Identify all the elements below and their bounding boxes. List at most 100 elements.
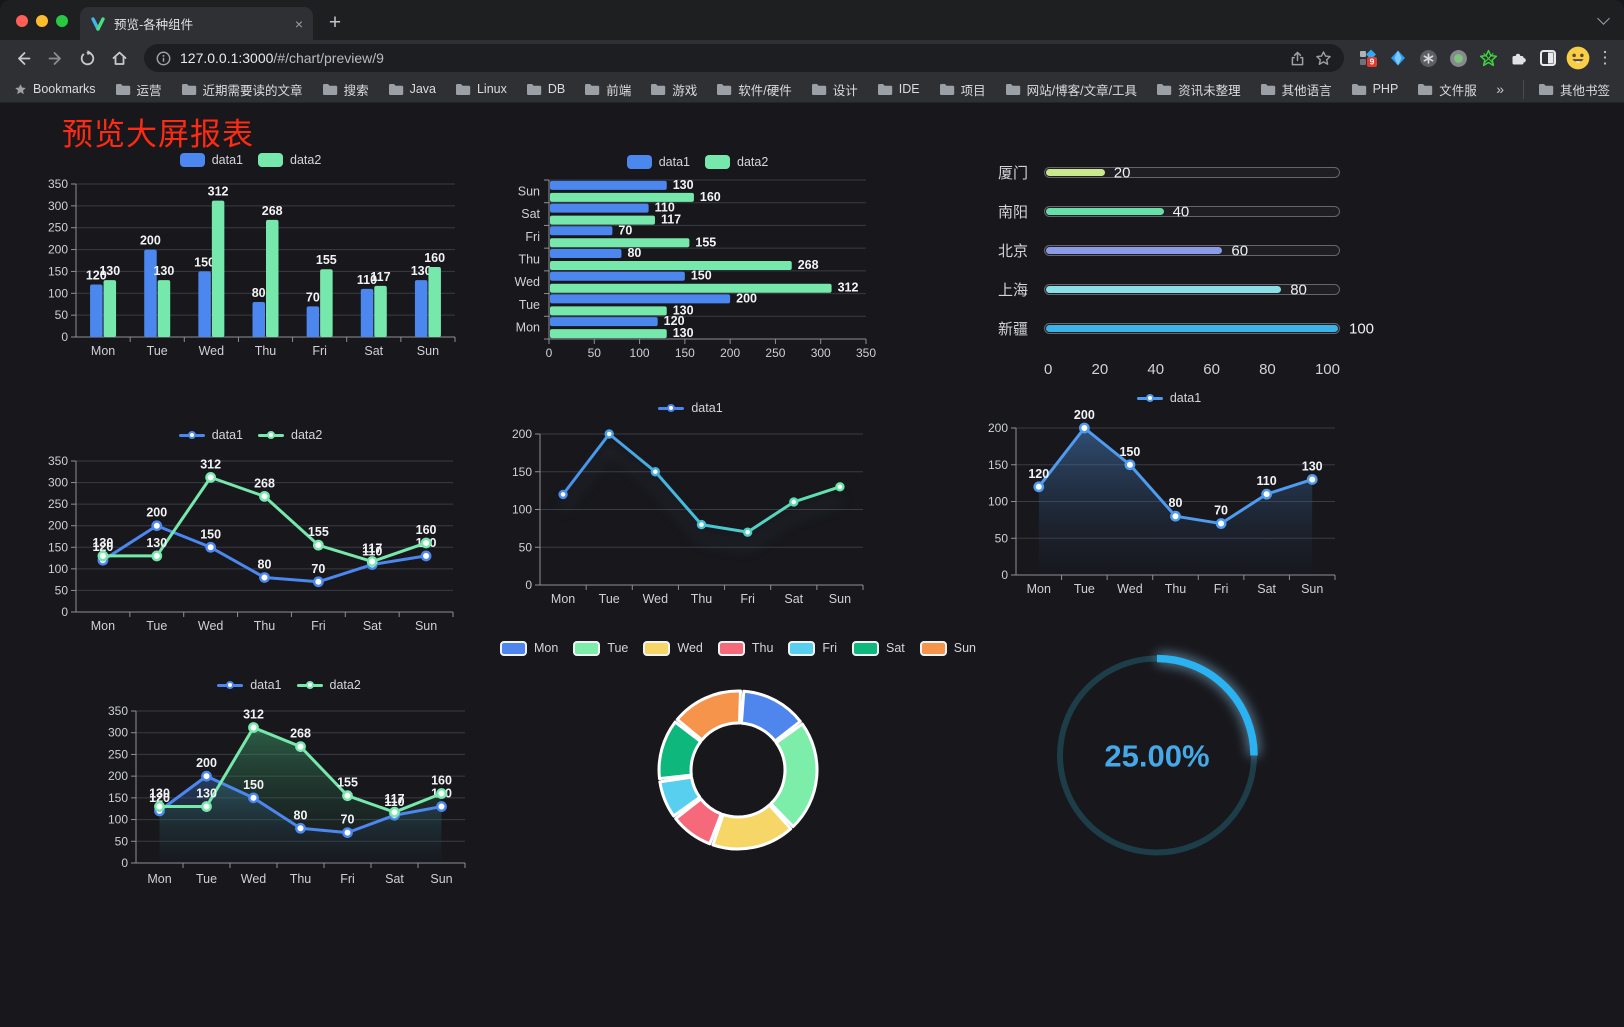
bookmarks-overflow-chevron[interactable]: » xyxy=(1496,81,1504,97)
extension-green-star-icon[interactable] xyxy=(1476,45,1500,71)
svg-text:0: 0 xyxy=(61,605,68,619)
page-title: 预览大屏报表 xyxy=(62,117,254,152)
bookmark-folder[interactable]: 软件/硬件 xyxy=(716,80,792,99)
legend-item[interactable]: data2 xyxy=(296,678,361,692)
bookmark-label: DB xyxy=(547,82,566,96)
dual-area-line-chart: data1 data2 0 50 100 150 200 250 300 350 Mon Tue Wed… xyxy=(95,673,483,891)
tab-search-chevron-icon[interactable] xyxy=(1597,12,1610,25)
bookmark-folder[interactable]: 近期需要读的文章 xyxy=(181,80,303,99)
extension-gem-icon[interactable] xyxy=(1386,45,1410,71)
bookmark-folder[interactable]: 设计 xyxy=(811,80,858,99)
folder-icon xyxy=(939,83,954,95)
svg-text:80: 80 xyxy=(294,808,308,822)
url-path: /#/chart/preview/9 xyxy=(273,50,384,66)
legend-item[interactable]: data2 xyxy=(258,153,321,167)
legend-item[interactable]: Mon xyxy=(499,640,558,656)
legend-item[interactable]: data1 xyxy=(658,401,723,415)
svg-text:200: 200 xyxy=(48,519,68,533)
forward-arrow-icon xyxy=(48,51,61,65)
bookmark-folder[interactable]: 其他语言 xyxy=(1260,80,1332,99)
legend-item[interactable]: data1 xyxy=(1136,391,1202,405)
reload-button[interactable] xyxy=(74,45,100,71)
legend-item[interactable]: data1 xyxy=(626,155,690,169)
extension-asterisk-icon[interactable] xyxy=(1416,45,1440,71)
bookmark-label: 其他语言 xyxy=(1281,83,1332,98)
window-zoom-button[interactable] xyxy=(56,15,68,27)
legend-item[interactable]: Thu xyxy=(717,640,773,656)
bookmark-folder[interactable]: Linux xyxy=(455,80,507,99)
bookmark-label: 搜索 xyxy=(343,83,369,98)
legend-line-marker xyxy=(217,681,244,689)
window-minimize-button[interactable] xyxy=(36,15,48,27)
svg-text:200: 200 xyxy=(736,291,757,305)
browser-tab[interactable]: 预览-各种组件 × xyxy=(80,7,313,40)
folder-icon xyxy=(651,83,666,95)
bookmark-folder[interactable]: 游戏 xyxy=(650,80,697,99)
bookmark-star-icon[interactable] xyxy=(1315,50,1332,67)
svg-text:268: 268 xyxy=(254,476,275,490)
svg-text:150: 150 xyxy=(200,527,221,541)
bookmark-folder[interactable]: PHP xyxy=(1351,80,1398,99)
legend-item[interactable]: Wed xyxy=(643,640,703,656)
bookmark-folder[interactable]: 资讯未整理 xyxy=(1156,80,1241,99)
bookmark-folder[interactable]: 文件服务器 xyxy=(1417,80,1477,99)
window-close-button[interactable] xyxy=(16,15,28,27)
bookmark-folder[interactable]: 前端 xyxy=(584,80,631,99)
legend-swatch xyxy=(573,640,601,656)
legend-item[interactable]: data1 xyxy=(178,428,243,442)
svg-text:9: 9 xyxy=(1370,57,1375,67)
legend-item[interactable]: data2 xyxy=(705,155,768,169)
svg-text:130: 130 xyxy=(411,264,432,278)
extension-grid-icon[interactable]: 9 xyxy=(1356,45,1380,71)
tab-close-icon[interactable]: × xyxy=(294,15,303,32)
legend-label: data2 xyxy=(737,155,769,169)
legend-label: data1 xyxy=(1169,391,1202,405)
address-bar[interactable]: 127.0.0.1:3000/#/chart/preview/9 xyxy=(144,44,1344,72)
bookmark-folder[interactable]: 搜索 xyxy=(322,80,369,99)
share-icon[interactable] xyxy=(1289,50,1306,67)
legend-item[interactable]: Fri xyxy=(788,640,837,656)
bookmark-folder[interactable]: Java xyxy=(388,80,436,99)
bookmark-label: 游戏 xyxy=(672,83,698,98)
site-info-icon[interactable] xyxy=(156,51,171,66)
bookmark-bookmarks[interactable]: Bookmarks xyxy=(14,82,96,96)
extension-green-dot-icon[interactable] xyxy=(1446,45,1470,71)
bookmark-folder[interactable]: 网站/博客/文章/工具 xyxy=(1005,80,1137,99)
legend-item[interactable]: Tue xyxy=(573,640,628,656)
profile-avatar[interactable] xyxy=(1566,45,1590,71)
svg-text:250: 250 xyxy=(108,747,128,761)
bookmark-folder[interactable]: 运营 xyxy=(115,80,162,99)
svg-text:Wed: Wed xyxy=(643,592,669,606)
forward-button[interactable] xyxy=(42,45,68,71)
legend-swatch xyxy=(852,640,879,656)
svg-text:130: 130 xyxy=(146,536,167,550)
new-tab-button[interactable]: + xyxy=(328,11,342,34)
legend-item[interactable]: data2 xyxy=(258,428,322,442)
other-bookmarks-label: 其他书签 xyxy=(1559,83,1610,98)
legend-item[interactable]: Sun xyxy=(919,640,976,656)
folder-icon xyxy=(388,83,403,95)
folder-icon xyxy=(877,83,892,95)
legend-item[interactable]: data1 xyxy=(217,678,282,692)
side-panel-icon[interactable] xyxy=(1536,45,1560,71)
svg-text:250: 250 xyxy=(48,221,68,235)
home-button[interactable] xyxy=(106,45,132,71)
browser-menu-icon[interactable]: ⋮ xyxy=(1596,48,1614,67)
other-bookmarks-folder[interactable]: 其他书签 xyxy=(1522,79,1610,99)
svg-text:Mon: Mon xyxy=(1027,582,1051,596)
svg-text:130: 130 xyxy=(92,536,113,550)
url-text[interactable]: 127.0.0.1:3000/#/chart/preview/9 xyxy=(180,50,384,66)
extensions-puzzle-icon[interactable] xyxy=(1506,45,1530,71)
svg-text:Sun: Sun xyxy=(1301,582,1323,596)
svg-text:250: 250 xyxy=(765,346,785,360)
svg-text:Sun: Sun xyxy=(518,184,540,198)
bookmark-folder[interactable]: 项目 xyxy=(939,80,986,99)
bookmark-folder[interactable]: DB xyxy=(526,80,565,99)
back-button[interactable] xyxy=(10,45,36,71)
bookmark-folder[interactable]: IDE xyxy=(877,80,920,99)
progress-track: 60 xyxy=(1044,243,1340,258)
legend-item[interactable]: Sat xyxy=(852,640,905,656)
folder-icon xyxy=(811,83,826,95)
legend-item[interactable]: data1 xyxy=(179,153,243,167)
svg-text:120: 120 xyxy=(92,540,113,554)
